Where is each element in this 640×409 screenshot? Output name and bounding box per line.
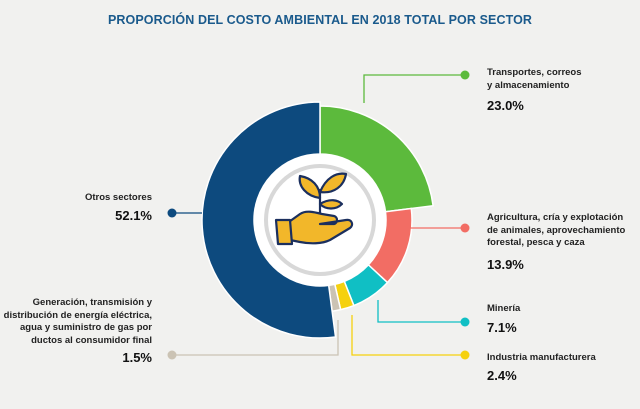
- label-industria: Industria manufacturera: [487, 352, 596, 363]
- center-circle: [254, 154, 386, 286]
- label-transportes: Transportes, correos y almacenamiento: [487, 67, 582, 91]
- leader-generacion: [172, 320, 339, 356]
- chart-title: PROPORCIÓN DEL COSTO AMBIENTAL EN 2018 T…: [107, 13, 533, 27]
- label-otros: Otros sectores: [84, 192, 152, 203]
- value-transportes: 23.0%: [487, 98, 524, 113]
- value-generacion: 1.5%: [122, 350, 152, 365]
- leader-transportes-dot: [460, 70, 470, 80]
- leader-otros-dot: [167, 208, 177, 218]
- value-agricultura: 13.9%: [487, 257, 524, 272]
- leader-mineria-dot: [460, 317, 470, 327]
- label-agricultura: Agricultura, cría y explotación de anima…: [487, 212, 626, 248]
- leader-industria-dot: [460, 350, 470, 360]
- leader-industria: [351, 315, 465, 356]
- label-mineria: Minería: [487, 303, 521, 314]
- value-mineria: 7.1%: [487, 320, 517, 335]
- leader-mineria: [377, 300, 465, 323]
- leader-generacion-dot: [167, 350, 177, 360]
- value-industria: 2.4%: [487, 368, 517, 383]
- leader-transportes: [363, 74, 465, 103]
- label-generacion: Generación, transmisión y distribución d…: [3, 297, 152, 346]
- plant-in-hand-icon: [274, 172, 354, 246]
- value-otros: 52.1%: [115, 208, 152, 223]
- leader-agricultura-dot: [460, 223, 470, 233]
